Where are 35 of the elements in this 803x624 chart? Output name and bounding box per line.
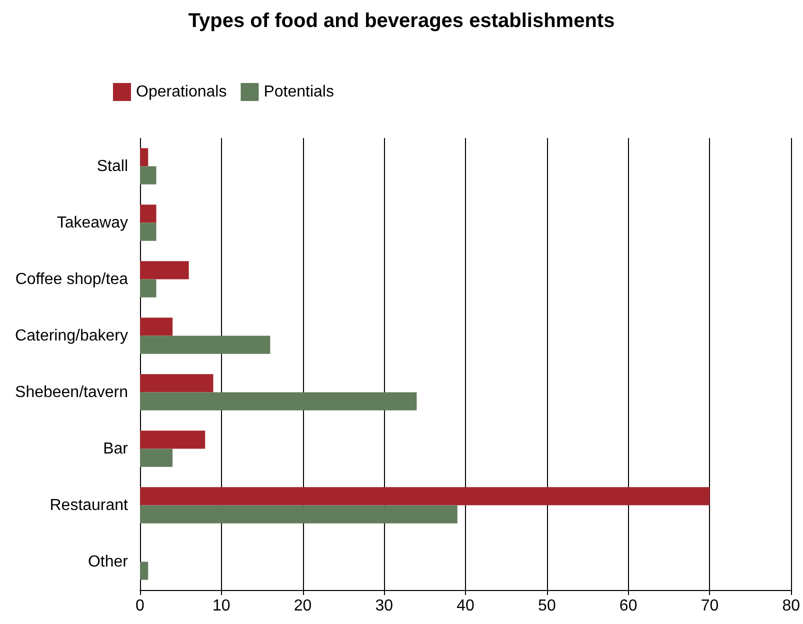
bar: [140, 279, 156, 298]
x-tick-label: 10: [212, 598, 230, 614]
bar: [140, 562, 148, 580]
bar: [140, 318, 173, 336]
x-tick-label: 80: [782, 598, 800, 614]
bar: [140, 505, 458, 524]
y-tick-label: Other: [88, 553, 129, 570]
x-tick-label: 60: [619, 598, 638, 614]
y-tick-label: Stall: [96, 158, 128, 175]
bar: [140, 204, 156, 223]
bar: [140, 448, 173, 467]
bar: [140, 261, 189, 280]
x-tick-label: 30: [375, 598, 394, 614]
bar: [140, 392, 417, 410]
y-tick-label: Bar: [103, 440, 129, 458]
y-tick-label: Takeaway: [56, 214, 128, 232]
x-tick-label: 0: [136, 598, 145, 614]
bar: [140, 487, 710, 506]
bar: [140, 430, 206, 449]
y-tick-label: Shebeen/tavern: [15, 384, 128, 401]
x-tick-label: 20: [294, 598, 312, 614]
bar: [140, 222, 156, 241]
x-tick-label: 50: [538, 598, 556, 614]
y-tick-label: Catering/bakery: [15, 327, 128, 344]
x-tick-label: 40: [456, 598, 475, 614]
chart-title: Types of food and beverages establishments: [188, 10, 615, 32]
legend-label: Operationals: [136, 84, 227, 100]
bar: [140, 148, 148, 166]
y-tick-label: Coffee shop/tea: [15, 270, 128, 288]
x-tick-label: 70: [700, 598, 719, 614]
y-tick-label: Restaurant: [50, 496, 129, 514]
bar: [140, 336, 270, 354]
bar: [140, 166, 156, 184]
legend-label: Potentials: [264, 84, 334, 100]
bar: [140, 374, 214, 392]
